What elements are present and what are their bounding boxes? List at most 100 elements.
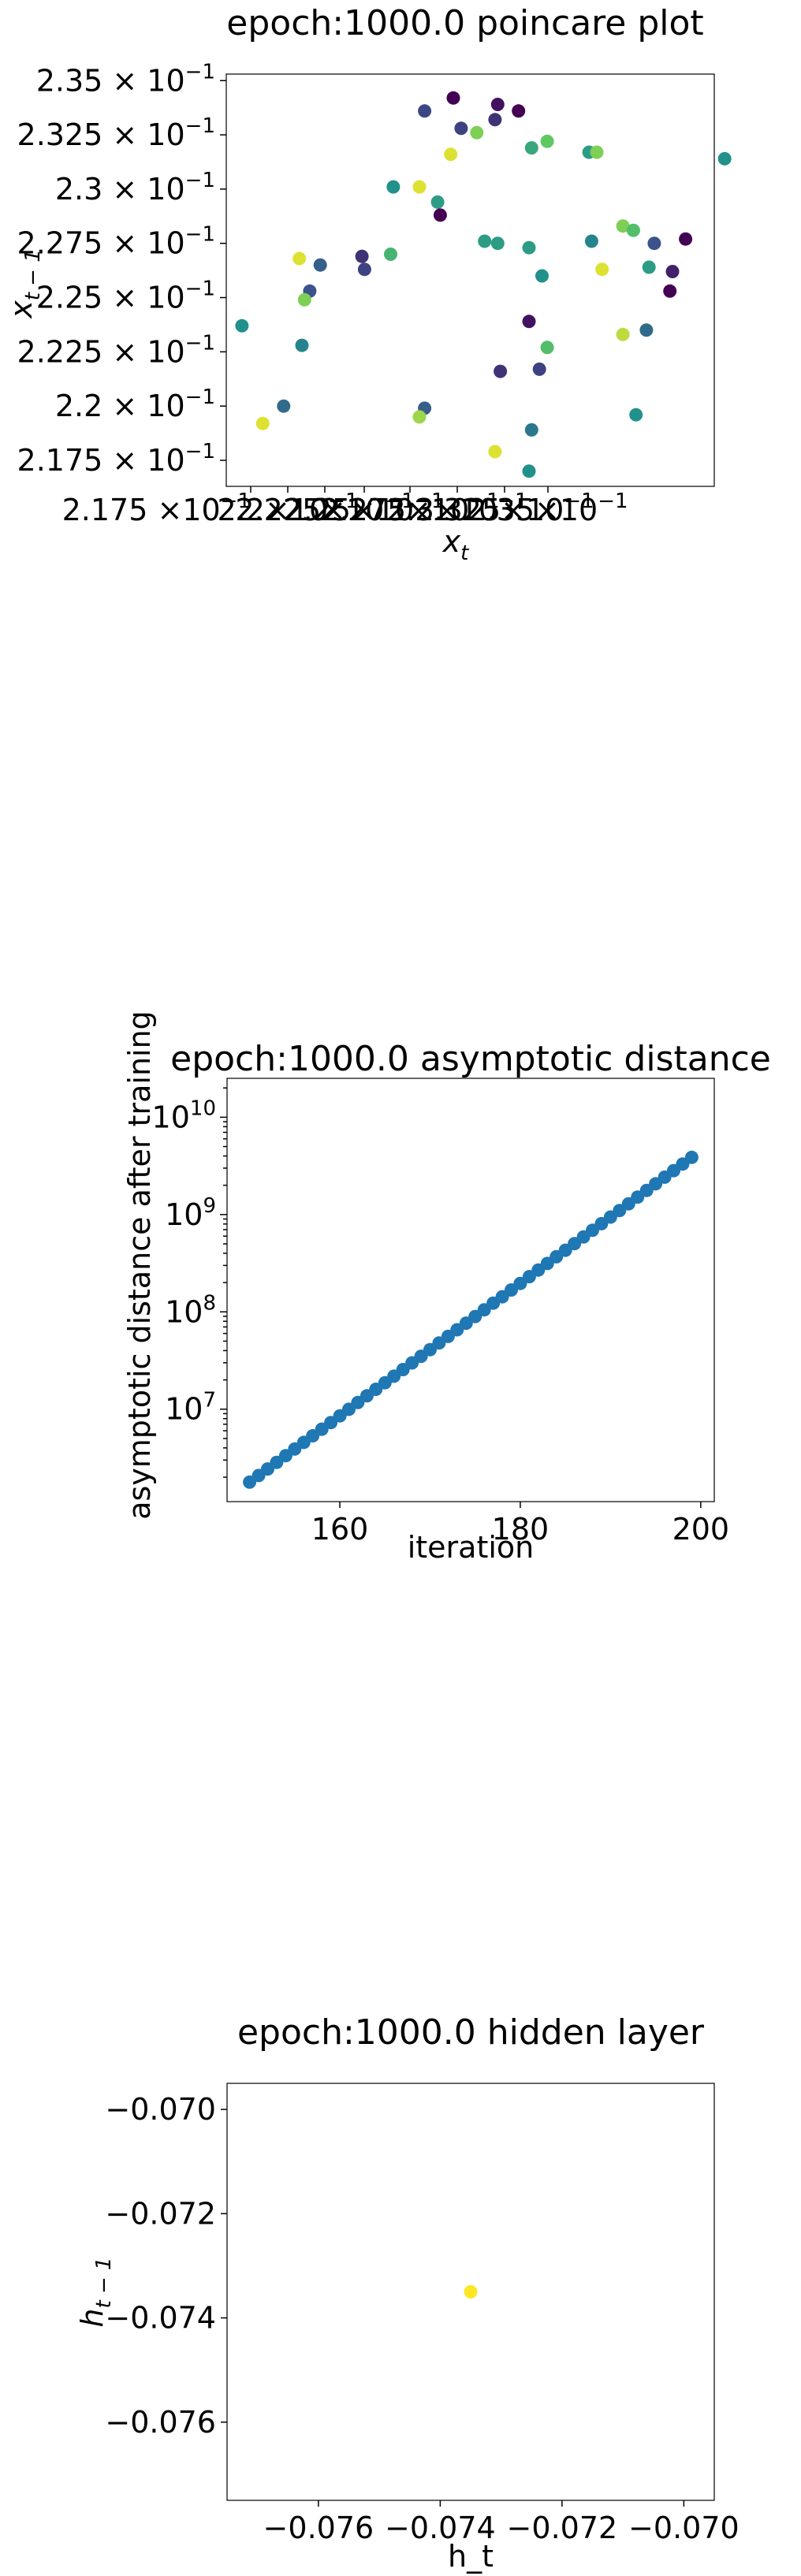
poincare-x-tick-label: 2.2×10−1 <box>218 490 359 527</box>
poincare-point-36 <box>297 292 311 307</box>
poincare-point-11 <box>590 145 604 159</box>
poincare-point-20 <box>584 234 598 248</box>
poincare-point-50 <box>524 423 538 437</box>
hidden-layer-points <box>464 2285 478 2299</box>
poincare-y-tick-label: 2.3 × 10−1 <box>55 169 215 207</box>
asymptotic-y-axis-label: asymptotic distance after training <box>122 1011 157 1520</box>
poincare-point-4 <box>454 121 468 136</box>
poincare-point-40 <box>639 323 654 337</box>
asymptotic-x-ticks: 160 180 200 <box>311 1502 729 1547</box>
poincare-title: epoch:1000.0 poincare plot <box>226 3 703 43</box>
poincare-x-tick-label: 2.275×10−1 <box>320 490 499 527</box>
poincare-point-31 <box>357 262 371 277</box>
hidden-layer-x-tick-label: −0.070 <box>628 2511 740 2545</box>
poincare-point-30 <box>355 249 369 263</box>
poincare-point-26 <box>665 265 680 278</box>
poincare-point-15 <box>430 195 445 209</box>
asymptotic-y-tick-label: 1010 <box>152 1096 216 1134</box>
hidden-layer-plot-frame <box>226 2083 715 2501</box>
asymptotic-plot-frame <box>226 1078 715 1502</box>
poincare-y-tick-label: 2.275 × 10−1 <box>17 223 215 261</box>
poincare-point-12 <box>717 151 732 166</box>
hidden-layer-x-tick-label: −0.072 <box>507 2511 618 2545</box>
hidden-layer-x-tick-label: −0.076 <box>263 2511 374 2545</box>
hidden-layer-point-0 <box>464 2285 478 2299</box>
hidden-layer-x-ticks: −0.076 −0.074 −0.072 −0.070 <box>263 2500 740 2545</box>
poincare-y-tick-label: 2.2 × 10−1 <box>55 385 215 423</box>
asymptotic-y-tick-label: 107 <box>165 1389 216 1427</box>
poincare-y-ticks: 2.175 × 10−1 2.2 × 10−1 2.225 × 10−1 2.25 ×… <box>17 60 226 478</box>
asymptotic-y-tick-label: 108 <box>165 1291 216 1329</box>
poincare-x-tick-label: 2.225×10−1 <box>235 490 414 527</box>
poincare-point-28 <box>595 262 609 277</box>
poincare-y-tick-label: 2.225 × 10−1 <box>17 331 215 369</box>
poincare-point-1 <box>418 104 432 118</box>
poincare-plot-frame <box>225 73 715 487</box>
poincare-point-0 <box>446 91 460 105</box>
poincare-point-19 <box>522 240 536 255</box>
poincare-point-27 <box>663 284 677 298</box>
hidden-layer-y-tick-label: −0.070 <box>105 2092 216 2127</box>
hidden-layer-chart: epoch:1000.0 hidden layer −0.076 −0.074 −0… <box>75 2012 740 2574</box>
poincare-x-tick-label: 2.325×10−1 <box>415 490 594 527</box>
asymptotic-x-axis-label: iteration <box>408 1530 535 1565</box>
poincare-point-16 <box>433 208 447 222</box>
poincare-point-14 <box>412 180 427 194</box>
poincare-point-44 <box>532 362 546 376</box>
poincare-point-49 <box>629 408 643 422</box>
poincare-point-52 <box>522 464 536 478</box>
poincare-point-2 <box>490 98 505 111</box>
poincare-points <box>235 91 732 478</box>
poincare-y-tick-label: 2.35 × 10−1 <box>36 60 215 98</box>
poincare-point-3 <box>488 113 502 127</box>
poincare-point-34 <box>384 248 397 261</box>
poincare-point-47 <box>412 410 427 424</box>
asymptotic-chart: epoch:1000.0 asymptotic distance 1071081… <box>122 1011 771 1565</box>
poincare-point-13 <box>386 180 400 194</box>
poincare-point-37 <box>235 318 249 333</box>
poincare-point-39 <box>616 327 630 341</box>
poincare-point-5 <box>470 125 484 140</box>
hidden-layer-y-tick-label: −0.072 <box>105 2196 216 2231</box>
poincare-y-tick-label: 2.25 × 10−1 <box>36 277 215 315</box>
poincare-point-35 <box>535 269 549 283</box>
hidden-layer-x-axis-label: h_t <box>448 2539 494 2574</box>
poincare-point-17 <box>478 234 492 248</box>
poincare-point-32 <box>313 258 327 272</box>
poincare-x-tick-label: 2.25×10−1 <box>284 490 444 527</box>
poincare-x-ticks: 2.175 ×10−12.2×10−12.225×10−12.25×10−12.… <box>62 486 628 527</box>
asymptotic-x-tick-label: 200 <box>672 1512 730 1547</box>
poincare-point-41 <box>295 338 309 352</box>
asymptotic-y-tick-label: 109 <box>165 1194 216 1232</box>
hidden-layer-title: epoch:1000.0 hidden layer <box>237 2012 705 2053</box>
asymptotic-x-tick-label: 160 <box>311 1512 369 1547</box>
poincare-point-51 <box>488 445 502 459</box>
poincare-point-42 <box>540 341 554 355</box>
poincare-x-tick-label: 2.175 ×10−1 <box>62 490 251 527</box>
asymptotic-point-49 <box>684 1150 699 1164</box>
poincare-point-6 <box>512 104 526 118</box>
poincare-y-tick-label: 2.175 × 10−1 <box>17 440 215 478</box>
poincare-point-21 <box>616 219 630 233</box>
poincare-point-22 <box>626 223 640 237</box>
poincare-point-25 <box>642 260 656 274</box>
poincare-chart: epoch:1000.0 poincare plot 2.175 × 10−12… <box>4 3 732 565</box>
poincare-point-45 <box>277 399 291 413</box>
poincare-y-tick-label: 2.325 × 10−1 <box>17 114 215 152</box>
poincare-point-24 <box>679 232 693 246</box>
poincare-point-29 <box>292 251 307 266</box>
poincare-x-tick-label: 2.3×10−1 <box>387 490 528 527</box>
asymptotic-points <box>243 1150 699 1489</box>
poincare-x-tick-label: 2.35×10−1 <box>468 490 628 527</box>
asymptotic-y-ticks: 107 108 109 1010 <box>152 1087 227 1478</box>
hidden-layer-y-tick-label: −0.074 <box>105 2301 216 2336</box>
poincare-point-23 <box>647 236 661 251</box>
poincare-point-48 <box>255 416 270 430</box>
asymptotic-title: epoch:1000.0 asymptotic distance <box>170 1039 771 1079</box>
poincare-point-43 <box>494 364 508 378</box>
asymptotic-x-tick-label: 180 <box>492 1512 550 1547</box>
poincare-point-9 <box>444 147 458 162</box>
hidden-layer-y-tick-label: −0.076 <box>105 2405 216 2440</box>
